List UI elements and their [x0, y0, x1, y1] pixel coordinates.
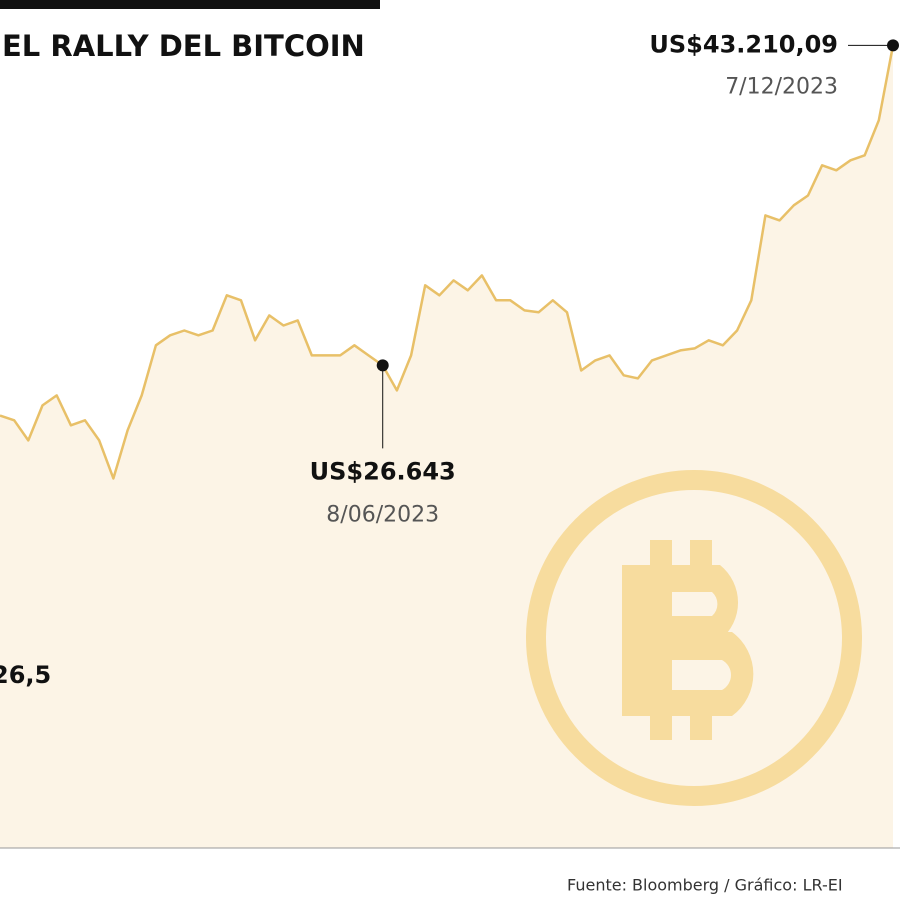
annotation-dot	[376, 359, 389, 372]
area-fill	[0, 45, 893, 848]
plot-area	[0, 45, 895, 848]
annotation-label: US$26.643	[310, 457, 456, 485]
title-bar	[0, 0, 380, 9]
price-line	[0, 45, 895, 480]
logo-b-hole	[672, 592, 731, 690]
chart-title: EL RALLY DEL BITCOIN	[2, 29, 365, 63]
annotation-label: 26,5	[0, 661, 51, 689]
logo-ring	[526, 470, 862, 806]
annotation-date: 8/06/2023	[326, 502, 439, 527]
annotation-date: 7/12/2023	[725, 74, 838, 99]
source: Fuente: Bloomberg / Gráfico: LR-EI	[567, 876, 843, 895]
annotation-label: US$43.210,09	[649, 30, 838, 58]
bitcoin-logo	[526, 470, 862, 806]
annotation-dot	[887, 39, 899, 52]
logo-b	[622, 565, 754, 716]
